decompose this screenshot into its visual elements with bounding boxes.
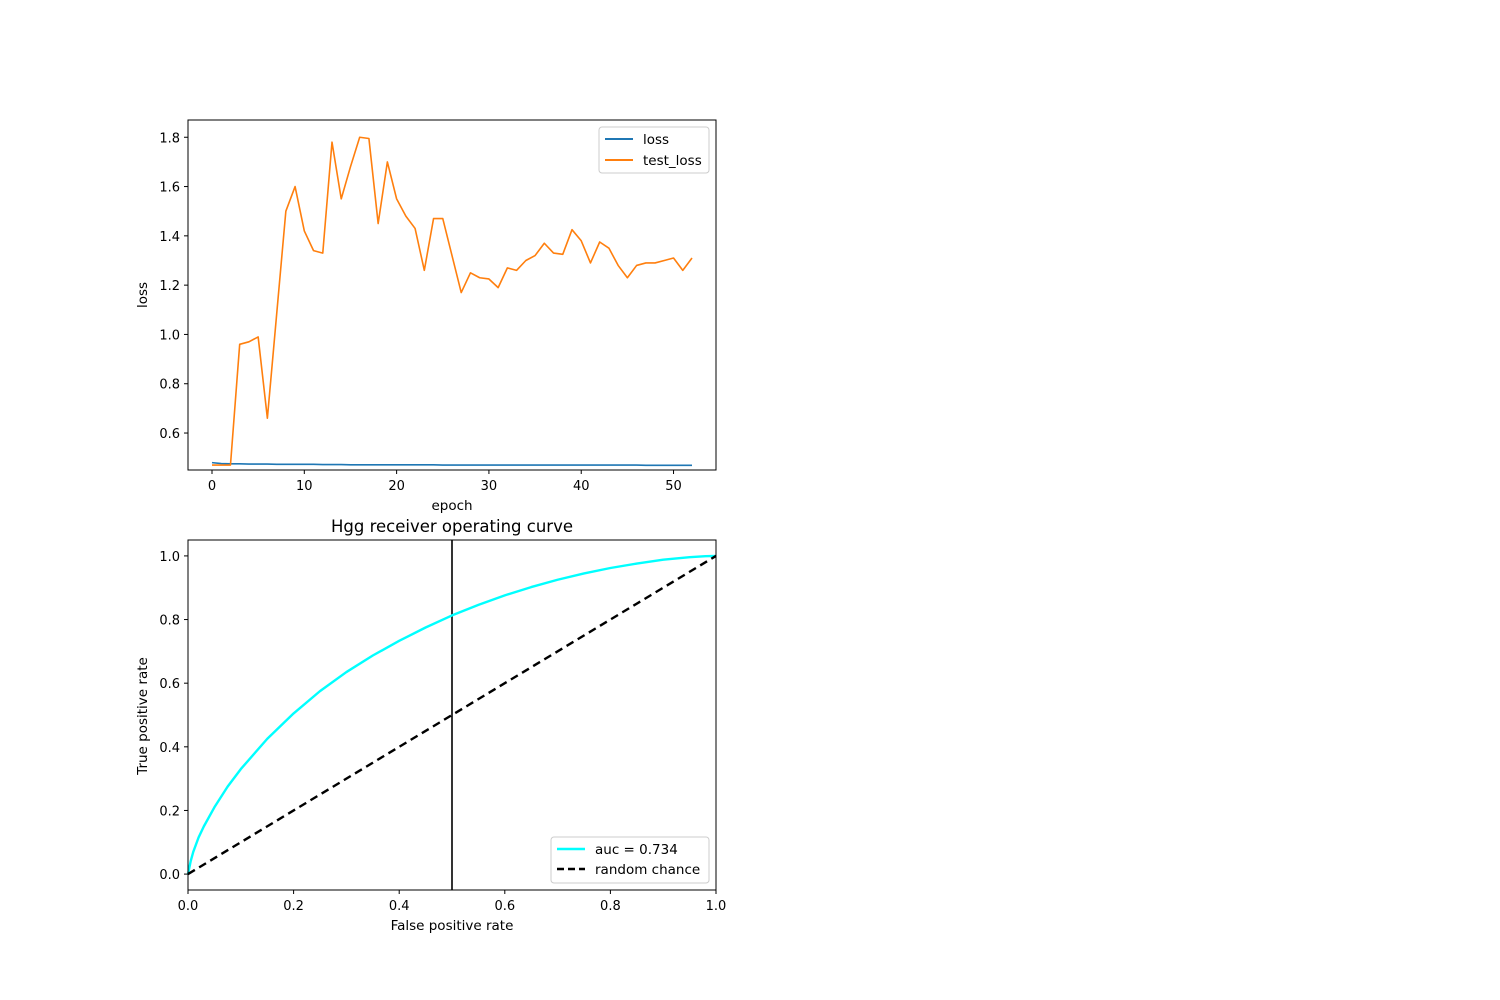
- roc-legend: auc = 0.734 random chance: [550, 836, 710, 884]
- roc-x-tick-label: 0.2: [283, 899, 304, 914]
- loss-y-tick-label: 1.0: [159, 328, 180, 343]
- random-chance-line: [187, 554, 717, 876]
- loss-y-tick-label: 1.8: [159, 131, 180, 146]
- roc-y-tick-label: 0.8: [159, 614, 180, 629]
- roc-curve-line: [186, 554, 717, 875]
- loss-plot-lines: [211, 136, 693, 467]
- roc-x-tick-label: 0.4: [389, 899, 410, 914]
- loss-x-tick-label: 0: [208, 479, 216, 494]
- loss-legend: loss test_loss: [598, 126, 710, 174]
- roc-x-tick-label: 0.8: [600, 899, 621, 914]
- loss-y-tick-label: 1.4: [159, 230, 180, 245]
- loss-y-axis-ticks: 0.6 0.8 1.0 1.2 1.4 1.6 1.8: [159, 131, 188, 442]
- roc-chart-title: Hgg receiver operating curve: [331, 517, 573, 536]
- roc-x-tick-label: 0.0: [178, 899, 199, 914]
- legend-label-random-chance: random chance: [595, 862, 700, 878]
- series-line-loss: [211, 461, 692, 467]
- roc-chart: Hgg receiver operating curve 0.0 0.2 0.4 0.…: [135, 517, 726, 934]
- legend-label-loss: loss: [643, 132, 669, 148]
- roc-y-tick-label: 0.2: [159, 804, 180, 819]
- loss-x-tick-label: 40: [573, 479, 590, 494]
- roc-x-axis-label: False positive rate: [391, 918, 514, 934]
- loss-x-axis-label: epoch: [431, 498, 472, 514]
- roc-x-tick-label: 0.6: [494, 899, 515, 914]
- roc-plot-lines: [186, 540, 717, 890]
- roc-y-axis-label: True positive rate: [135, 657, 151, 776]
- loss-x-tick-label: 50: [665, 479, 682, 494]
- loss-plot-frame: [187, 119, 717, 471]
- roc-x-tick-label: 1.0: [706, 899, 727, 914]
- legend-label-test-loss: test_loss: [643, 153, 702, 169]
- loss-y-tick-label: 1.6: [159, 181, 180, 196]
- loss-chart: 0 10 20 30 40 50 0.60.81.01.21.41.61.8 epoch …: [135, 119, 717, 514]
- legend-label-auc: auc = 0.734: [595, 842, 678, 858]
- loss-y-tick-label: 1.2: [159, 279, 180, 294]
- loss-x-tick-label: 20: [388, 479, 405, 494]
- roc-y-axis-ticks: 0.0 0.2 0.4 0.6 0.8 1.0: [159, 550, 188, 883]
- loss-x-axis-ticks: 0 10 20 30 40 50: [208, 470, 682, 494]
- loss-x-tick-label: 30: [481, 479, 498, 494]
- roc-y-tick-label: 0.4: [159, 741, 180, 756]
- loss-x-tick-label: 10: [296, 479, 313, 494]
- roc-legend-box: [550, 836, 710, 884]
- roc-y-tick-label: 1.0: [159, 550, 180, 565]
- roc-x-axis-ticks: 0.0 0.2 0.4 0.6 0.8 1.0: [178, 890, 727, 914]
- roc-plot-frame: [187, 539, 717, 891]
- roc-y-tick-label: 0.0: [159, 868, 180, 883]
- loss-y-tick-label: 0.8: [159, 378, 180, 393]
- roc-y-tick-label: 0.6: [159, 677, 180, 692]
- loss-y-axis-label: loss: [135, 282, 151, 308]
- loss-y-tick-label: 0.6: [159, 427, 180, 442]
- series-line-test-loss: [212, 136, 693, 466]
